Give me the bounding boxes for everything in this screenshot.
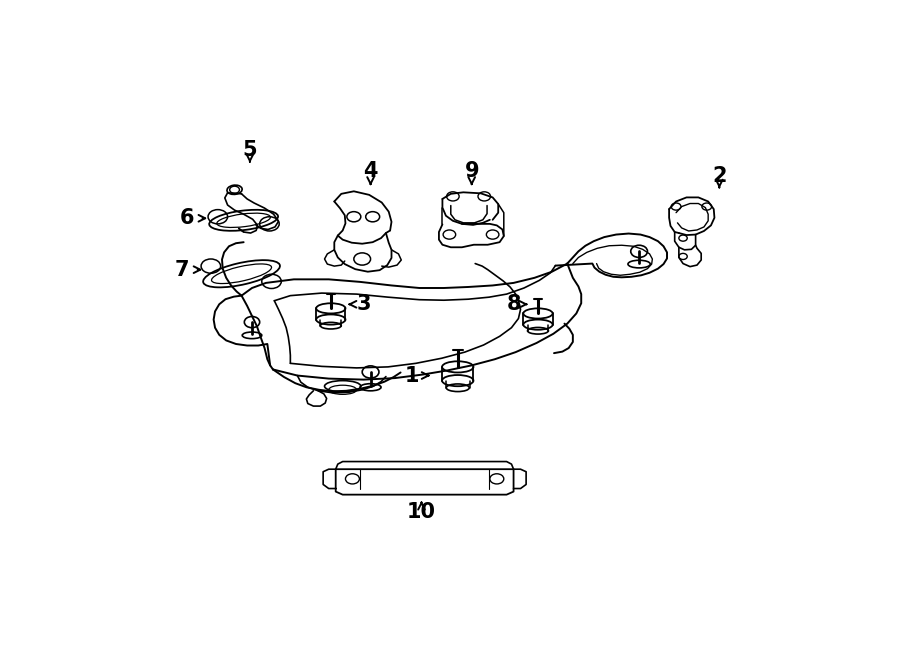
Text: 10: 10: [407, 502, 436, 522]
Text: 6: 6: [180, 208, 194, 228]
Text: 9: 9: [464, 161, 479, 181]
Text: 4: 4: [364, 161, 378, 181]
Text: 3: 3: [356, 294, 371, 314]
Text: 5: 5: [243, 139, 257, 159]
Text: 2: 2: [712, 166, 726, 186]
Text: 8: 8: [507, 294, 521, 314]
Text: 7: 7: [175, 260, 190, 280]
Text: 1: 1: [405, 366, 419, 385]
